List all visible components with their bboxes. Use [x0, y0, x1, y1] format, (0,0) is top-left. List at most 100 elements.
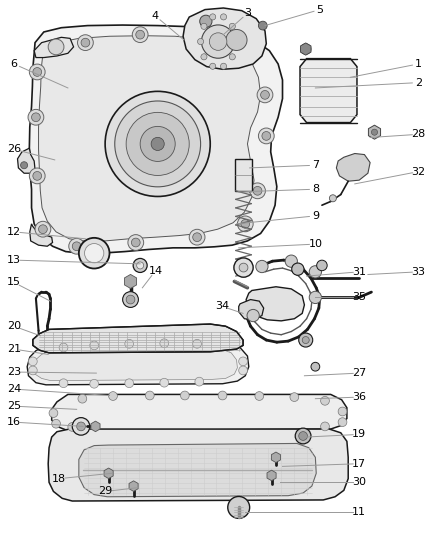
Text: 3: 3: [244, 9, 251, 18]
Circle shape: [309, 265, 321, 278]
Polygon shape: [39, 36, 261, 241]
Circle shape: [292, 263, 304, 276]
Circle shape: [194, 28, 209, 44]
Text: 4: 4: [152, 11, 159, 21]
Circle shape: [90, 341, 99, 350]
Circle shape: [69, 238, 85, 254]
Polygon shape: [124, 274, 137, 288]
Circle shape: [371, 129, 378, 135]
Circle shape: [218, 391, 227, 400]
Text: 24: 24: [7, 384, 21, 394]
Circle shape: [257, 87, 273, 103]
Circle shape: [126, 295, 135, 304]
Circle shape: [329, 195, 336, 202]
Circle shape: [52, 419, 60, 428]
Polygon shape: [52, 394, 347, 431]
Circle shape: [256, 260, 268, 273]
Polygon shape: [104, 468, 113, 479]
Circle shape: [48, 39, 64, 55]
Circle shape: [29, 168, 45, 184]
Polygon shape: [183, 8, 266, 69]
Circle shape: [28, 109, 44, 125]
Circle shape: [72, 418, 90, 435]
Text: 26: 26: [7, 144, 21, 154]
Circle shape: [151, 138, 164, 150]
Text: 6: 6: [11, 59, 18, 69]
Circle shape: [136, 30, 145, 39]
Bar: [235, 159, 252, 191]
Circle shape: [85, 244, 104, 263]
Circle shape: [193, 233, 201, 241]
Circle shape: [200, 15, 212, 28]
Text: 25: 25: [7, 401, 21, 411]
Circle shape: [145, 391, 154, 400]
Circle shape: [220, 14, 226, 20]
Circle shape: [229, 23, 235, 29]
Circle shape: [285, 255, 297, 268]
Polygon shape: [34, 37, 74, 58]
Text: 36: 36: [352, 392, 366, 402]
Text: 20: 20: [7, 321, 21, 331]
Circle shape: [68, 423, 77, 431]
Circle shape: [160, 339, 169, 348]
Text: 15: 15: [7, 278, 21, 287]
Text: 5: 5: [316, 5, 323, 14]
Text: 23: 23: [7, 367, 21, 377]
Circle shape: [317, 260, 327, 271]
Text: 13: 13: [7, 255, 21, 265]
Circle shape: [49, 409, 58, 417]
Circle shape: [338, 407, 347, 416]
Circle shape: [125, 379, 134, 387]
Circle shape: [79, 238, 110, 269]
Circle shape: [125, 340, 134, 348]
Circle shape: [258, 128, 274, 144]
Polygon shape: [267, 470, 276, 481]
Polygon shape: [91, 421, 100, 432]
Circle shape: [123, 292, 138, 308]
Text: 35: 35: [352, 293, 366, 302]
Circle shape: [78, 35, 93, 51]
Text: 8: 8: [312, 184, 319, 194]
Circle shape: [261, 91, 269, 99]
Circle shape: [234, 258, 253, 277]
Circle shape: [90, 379, 99, 388]
Circle shape: [198, 38, 204, 45]
Circle shape: [39, 225, 47, 233]
Circle shape: [133, 259, 147, 272]
Circle shape: [59, 379, 68, 387]
Circle shape: [253, 187, 262, 195]
Circle shape: [247, 309, 259, 322]
Circle shape: [195, 377, 204, 386]
Circle shape: [81, 38, 90, 47]
Circle shape: [33, 68, 42, 76]
Text: 12: 12: [7, 227, 21, 237]
Circle shape: [160, 378, 169, 387]
Circle shape: [128, 235, 144, 251]
Text: 28: 28: [411, 130, 425, 139]
Text: 16: 16: [7, 417, 21, 427]
Circle shape: [193, 340, 201, 348]
Text: 11: 11: [352, 507, 366, 516]
Circle shape: [201, 23, 207, 29]
Circle shape: [189, 229, 205, 245]
Circle shape: [28, 366, 37, 375]
Text: 2: 2: [415, 78, 422, 87]
Text: 9: 9: [312, 211, 319, 221]
Circle shape: [77, 422, 85, 431]
Text: 18: 18: [52, 474, 66, 483]
Polygon shape: [79, 443, 316, 497]
Polygon shape: [368, 125, 381, 139]
Text: 31: 31: [352, 267, 366, 277]
Circle shape: [233, 38, 239, 45]
Circle shape: [262, 132, 271, 140]
Text: 21: 21: [7, 344, 21, 354]
Circle shape: [309, 291, 321, 304]
Circle shape: [35, 221, 51, 237]
Circle shape: [126, 112, 189, 175]
Polygon shape: [29, 25, 283, 253]
Circle shape: [299, 432, 307, 440]
Circle shape: [210, 14, 216, 20]
Text: 17: 17: [352, 459, 366, 469]
Circle shape: [321, 397, 329, 405]
Circle shape: [300, 44, 311, 54]
